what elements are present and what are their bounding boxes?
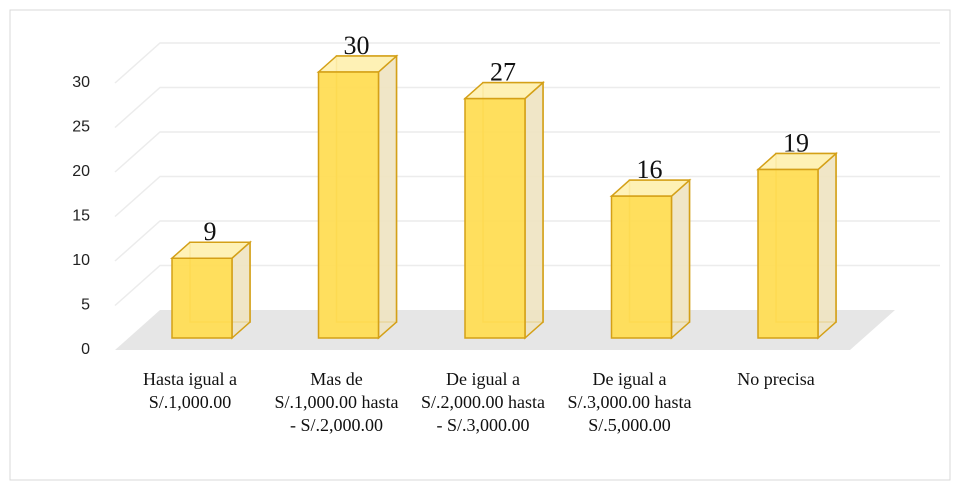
x-tick-label: No precisa <box>737 369 815 389</box>
bar-face <box>377 54 398 340</box>
bar-face <box>171 257 233 339</box>
x-tick-label: De igual a S/.2,000.00 hasta - S/.3,000.… <box>421 369 545 435</box>
value-label: 9 <box>204 217 217 246</box>
bar <box>463 80 545 340</box>
frame <box>9 9 951 481</box>
bar-face <box>757 168 819 339</box>
bar-face <box>670 178 691 340</box>
y-tick-label: 5 <box>81 297 90 314</box>
x-tick-label: Hasta igual a S/.1,000.00 <box>143 369 237 412</box>
value-label: 27 <box>490 58 516 87</box>
y-tick-label: 30 <box>72 74 90 91</box>
bar-face <box>610 195 673 339</box>
bar <box>316 54 399 340</box>
bar-face <box>817 151 837 340</box>
bar-face <box>317 71 380 339</box>
value-label: 19 <box>783 129 809 158</box>
bar <box>756 151 838 340</box>
y-tick-label: 20 <box>72 163 90 180</box>
bar-face <box>524 80 544 340</box>
grid-line <box>114 86 940 129</box>
grid-line <box>114 42 940 84</box>
value-label: 30 <box>344 31 370 60</box>
y-tick-label: 15 <box>72 208 90 225</box>
bar <box>609 178 692 340</box>
x-tick-label: Mas de S/.1,000.00 hasta - S/.2,000.00 <box>274 369 399 435</box>
bar-face <box>464 97 526 339</box>
y-tick-label: 10 <box>72 252 90 269</box>
y-tick-label: 0 <box>81 341 90 358</box>
value-label: 16 <box>637 155 663 184</box>
bar <box>170 240 252 340</box>
x-tick-label: De igual a S/.3,000.00 hasta S/.5,000.00 <box>567 369 692 435</box>
y-tick-label: 25 <box>72 119 90 136</box>
grid-line <box>114 131 940 173</box>
grid-line <box>114 175 940 218</box>
